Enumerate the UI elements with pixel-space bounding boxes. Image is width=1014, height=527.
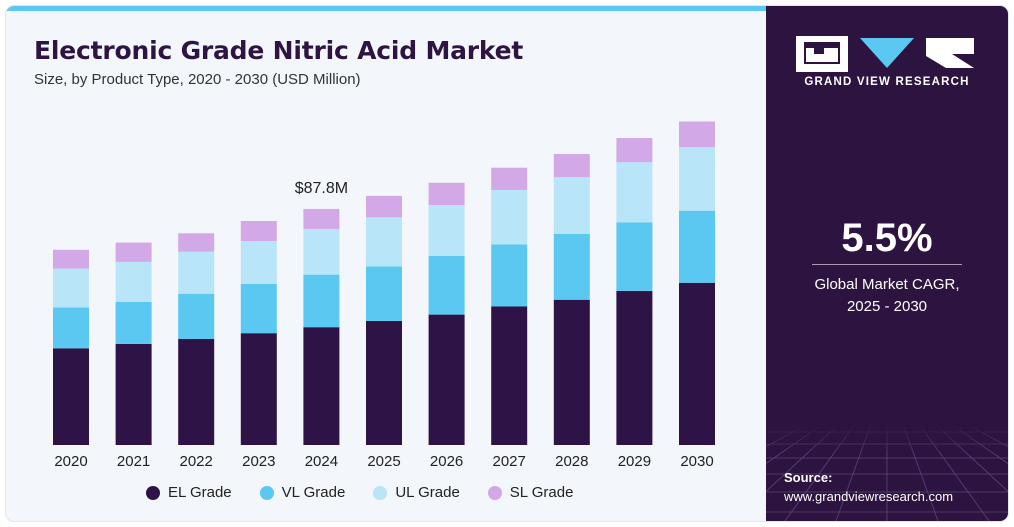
- legend-swatch-vl: [259, 485, 274, 500]
- bar-el-2020: [53, 348, 89, 445]
- x-tick-label-2028: 2028: [555, 453, 588, 470]
- x-tick-label-2029: 2029: [618, 453, 651, 470]
- bar-ul-2022: [178, 251, 215, 294]
- legend-item-vl: VL Grade: [259, 484, 346, 501]
- legend-label-vl: VL Grade: [281, 484, 346, 501]
- bar-vl-2020: [53, 307, 89, 349]
- bar-el-2026: [428, 314, 465, 445]
- cagr-range: 2025 - 2030: [846, 298, 928, 315]
- legend-swatch-sl: [487, 485, 502, 500]
- legend-swatch-ul: [373, 485, 388, 500]
- bar-sl-2025: [366, 195, 402, 218]
- bar-sl-2027: [491, 167, 528, 190]
- bar-vl-2029: [616, 222, 653, 291]
- bar-sl-2021: [115, 242, 152, 262]
- cagr-value: 5.5%: [841, 216, 933, 260]
- x-tick-label-2021: 2021: [117, 453, 150, 470]
- grand-view-research-logo: [796, 36, 974, 72]
- bar-el-2030: [679, 282, 715, 445]
- cagr-label-block: Global Market CAGR, 2025 - 2030: [766, 274, 1008, 318]
- bar-sl-2026: [428, 182, 465, 206]
- brand-name: GRAND VIEW RESEARCH: [804, 76, 970, 88]
- data-label-2024: $87.8M: [295, 180, 348, 197]
- bar-el-2028: [553, 299, 590, 445]
- bar-vl-2026: [428, 255, 465, 315]
- stacked-bar-chart: 2020 2021 2022 2023 2024 2025 2026 2027 2028 2029…: [53, 121, 715, 470]
- bar-sl-2030: [679, 121, 715, 148]
- bar-sl-2023: [240, 221, 277, 241]
- bar-vl-2030: [679, 210, 715, 283]
- bar-el-2025: [366, 320, 402, 445]
- bar-vl-2022: [178, 293, 215, 339]
- legend-swatch-el: [146, 485, 160, 500]
- bar-el-2023: [240, 333, 277, 445]
- bar-ul-2027: [491, 190, 528, 245]
- bar-ul-2028: [553, 177, 590, 234]
- bar-vl-2027: [491, 244, 528, 307]
- x-tick-label-2026: 2026: [430, 453, 463, 470]
- bar-ul-2026: [428, 205, 465, 256]
- chart-title: Electronic Grade Nitric Acid Market: [34, 36, 524, 65]
- bar-el-2024: [303, 327, 340, 445]
- legend-label-el: EL Grade: [168, 484, 232, 501]
- legend-item-el: EL Grade: [146, 484, 232, 501]
- bar-ul-2023: [240, 240, 277, 284]
- chart-legend: EL Grade VL Grade UL Grade SL Grade: [146, 484, 573, 501]
- decorative-grid: [766, 424, 1008, 521]
- x-tick-label-2022: 2022: [180, 453, 213, 470]
- chart-card: Electronic Grade Nitric Acid Market Size…: [6, 6, 1008, 521]
- legend-label-sl: SL Grade: [509, 484, 574, 501]
- bar-sl-2029: [616, 138, 653, 163]
- source-label: Source:: [784, 470, 833, 485]
- bar-ul-2025: [366, 217, 402, 267]
- bar-ul-2021: [115, 261, 152, 302]
- x-tick-label-2027: 2027: [493, 453, 526, 470]
- bar-ul-2029: [616, 162, 653, 223]
- bar-ul-2030: [679, 147, 715, 211]
- bar-vl-2028: [553, 234, 590, 300]
- sidebar-panel: GRAND VIEW RESEARCH 5.5% Global Market C…: [766, 6, 1008, 521]
- x-tick-label-2030: 2030: [680, 453, 713, 470]
- bar-el-2021: [115, 343, 152, 445]
- x-tick-label-2024: 2024: [305, 453, 338, 470]
- bar-vl-2023: [240, 283, 277, 334]
- x-tick-label-2025: 2025: [367, 453, 400, 470]
- x-tick-label-2020: 2020: [54, 453, 87, 470]
- bar-sl-2022: [178, 233, 215, 252]
- legend-item-ul: UL Grade: [373, 484, 460, 501]
- chart-subtitle: Size, by Product Type, 2020 - 2030 (USD …: [34, 71, 361, 88]
- cagr-divider: [812, 264, 962, 265]
- bar-ul-2024: [303, 228, 340, 275]
- accent-bar: [6, 6, 766, 11]
- legend-label-ul: UL Grade: [395, 484, 460, 501]
- x-tick-label-2023: 2023: [242, 453, 275, 470]
- legend-item-sl: SL Grade: [487, 484, 574, 501]
- bar-sl-2028: [553, 154, 590, 178]
- cagr-label: Global Market CAGR,: [814, 276, 960, 293]
- bar-vl-2021: [115, 301, 152, 344]
- bar-el-2022: [178, 339, 215, 445]
- bar-el-2029: [616, 290, 653, 445]
- bar-sl-2024: [303, 208, 340, 229]
- bar-sl-2020: [53, 249, 89, 269]
- source-url[interactable]: www.grandviewresearch.com: [784, 489, 954, 504]
- bar-ul-2020: [53, 268, 89, 308]
- bar-el-2027: [491, 306, 528, 445]
- bar-vl-2024: [303, 274, 340, 328]
- bar-vl-2025: [366, 266, 402, 321]
